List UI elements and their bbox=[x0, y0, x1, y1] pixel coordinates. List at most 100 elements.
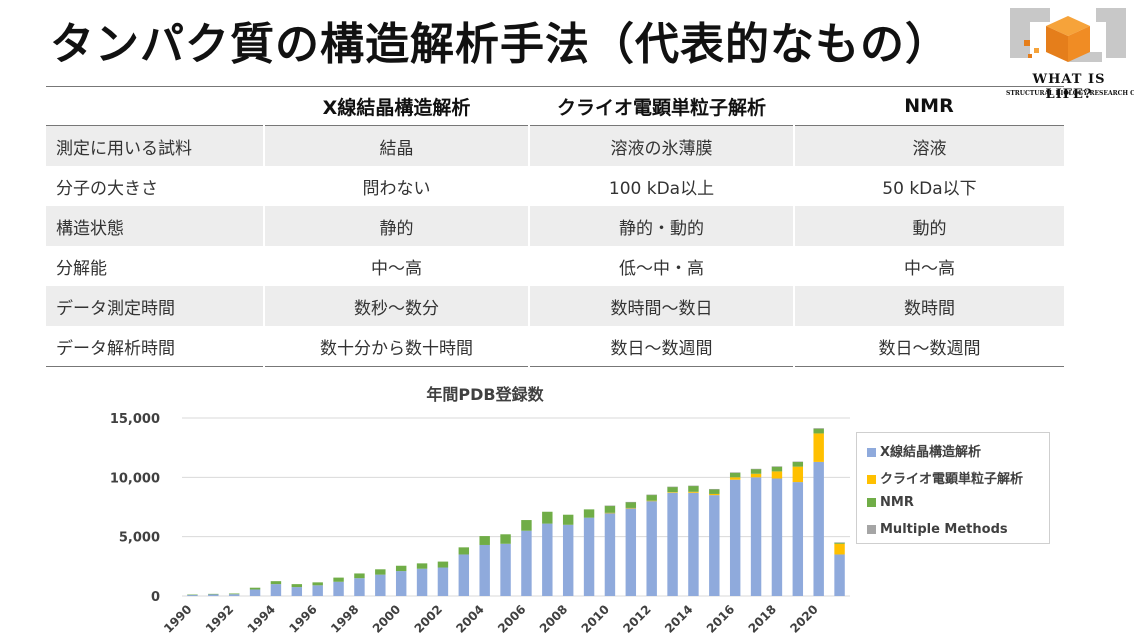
y-tick-label: 10,000 bbox=[110, 471, 160, 486]
table-cell: 数日～数週間 bbox=[528, 326, 794, 367]
bar-segment bbox=[187, 594, 198, 596]
bar-segment bbox=[792, 466, 804, 483]
x-tick-label: 2018 bbox=[746, 602, 780, 636]
bar-segment bbox=[729, 479, 741, 596]
table-cell: 数十分から数十時間 bbox=[263, 326, 529, 367]
row-label: 分子の大きさ bbox=[46, 166, 264, 206]
bar-segment bbox=[771, 478, 783, 596]
legend-item-multiple: Multiple Methods bbox=[867, 522, 1008, 537]
bar-segment bbox=[354, 573, 365, 579]
bar-segment bbox=[479, 536, 490, 545]
bar-segment bbox=[667, 492, 678, 596]
bar-segment bbox=[291, 584, 303, 588]
bar-segment bbox=[562, 524, 574, 596]
bar-segment bbox=[437, 561, 449, 568]
table-row: 分子の大きさ 問わない 100 kDa以上 50 kDa以下 bbox=[46, 166, 1064, 206]
row-label: 構造状態 bbox=[46, 206, 264, 246]
table-cell: 数秒～数分 bbox=[263, 286, 529, 326]
bar-segment bbox=[729, 472, 741, 473]
row-label: データ測定時間 bbox=[46, 286, 264, 326]
table-cell: 中～高 bbox=[263, 246, 529, 286]
legend-item-xray: X線結晶構造解析 bbox=[867, 441, 981, 460]
table-cell: 静的・動的 bbox=[528, 206, 794, 246]
header-cell-blank bbox=[46, 86, 264, 126]
bar-segment bbox=[249, 587, 261, 590]
bar-segment bbox=[208, 594, 219, 596]
row-label: データ解析時間 bbox=[46, 326, 264, 367]
bar-segment bbox=[354, 578, 365, 596]
table-cell: 100 kDa以上 bbox=[528, 166, 794, 206]
bar-segment bbox=[625, 502, 637, 508]
x-tick-label: 1990 bbox=[161, 602, 195, 636]
bar-segment bbox=[416, 563, 428, 569]
x-tick-label: 2002 bbox=[412, 602, 446, 636]
bar-segment bbox=[521, 530, 532, 596]
bar-segment bbox=[709, 495, 720, 596]
bar-segment bbox=[771, 466, 783, 467]
bar-segment bbox=[208, 593, 219, 595]
table-cell: 問わない bbox=[263, 166, 529, 206]
bar-segment bbox=[834, 554, 845, 596]
bar-segment bbox=[667, 486, 678, 493]
row-label: 測定に用いる試料 bbox=[46, 125, 264, 166]
table-cell: 中～高 bbox=[793, 246, 1064, 286]
table-cell: 溶液 bbox=[793, 125, 1064, 166]
bar-segment bbox=[709, 488, 720, 490]
bar-segment bbox=[625, 501, 637, 503]
bar-segment bbox=[270, 584, 282, 596]
table-row: 分解能 中～高 低～中・高 中～高 bbox=[46, 246, 1064, 286]
bar-segment bbox=[729, 477, 741, 480]
bar-segment bbox=[395, 571, 407, 596]
bar-segment bbox=[437, 567, 449, 596]
bar-segment bbox=[646, 494, 657, 501]
legend-swatch-nmr bbox=[867, 498, 876, 507]
x-tick-label: 1998 bbox=[328, 602, 362, 636]
table-cell: 50 kDa以下 bbox=[793, 166, 1064, 206]
bar-segment bbox=[688, 492, 699, 596]
bar-segment bbox=[500, 543, 511, 596]
bar-segment bbox=[646, 500, 657, 502]
x-tick-label: 2020 bbox=[787, 602, 821, 636]
table-cell: 低～中・高 bbox=[528, 246, 794, 286]
x-tick-label: 2008 bbox=[537, 602, 571, 636]
logo bbox=[1010, 8, 1126, 62]
bar-segment bbox=[521, 520, 532, 531]
bar-segment bbox=[646, 494, 657, 496]
legend-swatch-xray bbox=[867, 448, 876, 457]
bar-segment bbox=[604, 505, 616, 507]
bar-segment bbox=[771, 471, 783, 479]
legend-swatch-cryoem bbox=[867, 475, 876, 484]
legend-item-nmr: NMR bbox=[867, 495, 914, 510]
bar-segment bbox=[750, 473, 762, 478]
bar-segment bbox=[312, 585, 323, 596]
table-cell: 数時間 bbox=[793, 286, 1064, 326]
header-nmr: NMR bbox=[794, 86, 1064, 126]
table-cell: 数日～数週間 bbox=[793, 326, 1064, 367]
bar-segment bbox=[249, 589, 261, 596]
bar-segment bbox=[458, 547, 470, 555]
bar-segment bbox=[291, 587, 303, 596]
bar-segment bbox=[228, 594, 240, 596]
bar-segment bbox=[542, 511, 553, 524]
bar-segment bbox=[709, 489, 720, 494]
header-xray: X線結晶構造解析 bbox=[264, 86, 529, 126]
bar-segment bbox=[479, 544, 490, 596]
chart-title: 年間PDB登録数 bbox=[426, 385, 544, 404]
bar-segment bbox=[270, 581, 282, 585]
legend-item-cryoem: クライオ電顕単粒子解析 bbox=[867, 468, 1023, 487]
bar-segment bbox=[688, 485, 699, 487]
bar-segment bbox=[646, 501, 657, 596]
bar-segment bbox=[792, 482, 804, 596]
bar-segment bbox=[542, 523, 553, 596]
bar-segment bbox=[750, 469, 762, 474]
slide-title: タンパク質の構造解析手法（代表的なもの） bbox=[50, 19, 950, 70]
x-tick-label: 2016 bbox=[704, 602, 738, 636]
bar-segment bbox=[771, 466, 783, 472]
x-tick-label: 1996 bbox=[286, 602, 320, 636]
x-tick-label: 1994 bbox=[245, 602, 279, 636]
bar-segment bbox=[604, 512, 616, 596]
table-row: 測定に用いる試料 結晶 溶液の氷薄膜 溶液 bbox=[46, 125, 1064, 166]
x-tick-label: 2004 bbox=[453, 602, 487, 636]
bar-segment bbox=[709, 493, 720, 496]
